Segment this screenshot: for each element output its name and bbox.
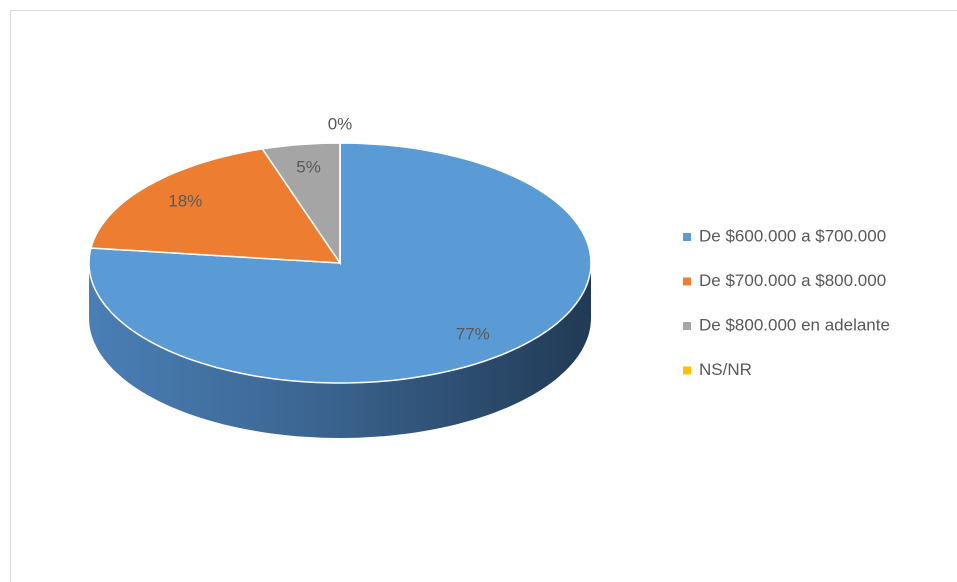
- pie-slice: [261, 142, 341, 266]
- pie-slice: [90, 148, 342, 264]
- data-label: 77%: [456, 324, 490, 343]
- pie-side: [89, 263, 591, 438]
- legend-label: NS/NR: [699, 360, 752, 379]
- legend-label: De $800.000 en adelante: [699, 315, 890, 334]
- legend-swatch: [683, 322, 691, 330]
- legend-swatch: [683, 277, 691, 286]
- data-label: 0%: [328, 114, 353, 133]
- legend-swatch: [683, 366, 691, 375]
- data-label: 5%: [296, 158, 321, 177]
- legend-label: De $600.000 a $700.000: [699, 226, 886, 245]
- data-label: 18%: [168, 191, 202, 210]
- legend-swatch: [683, 233, 691, 241]
- legend-label: De $700.000 a $800.000: [699, 271, 886, 290]
